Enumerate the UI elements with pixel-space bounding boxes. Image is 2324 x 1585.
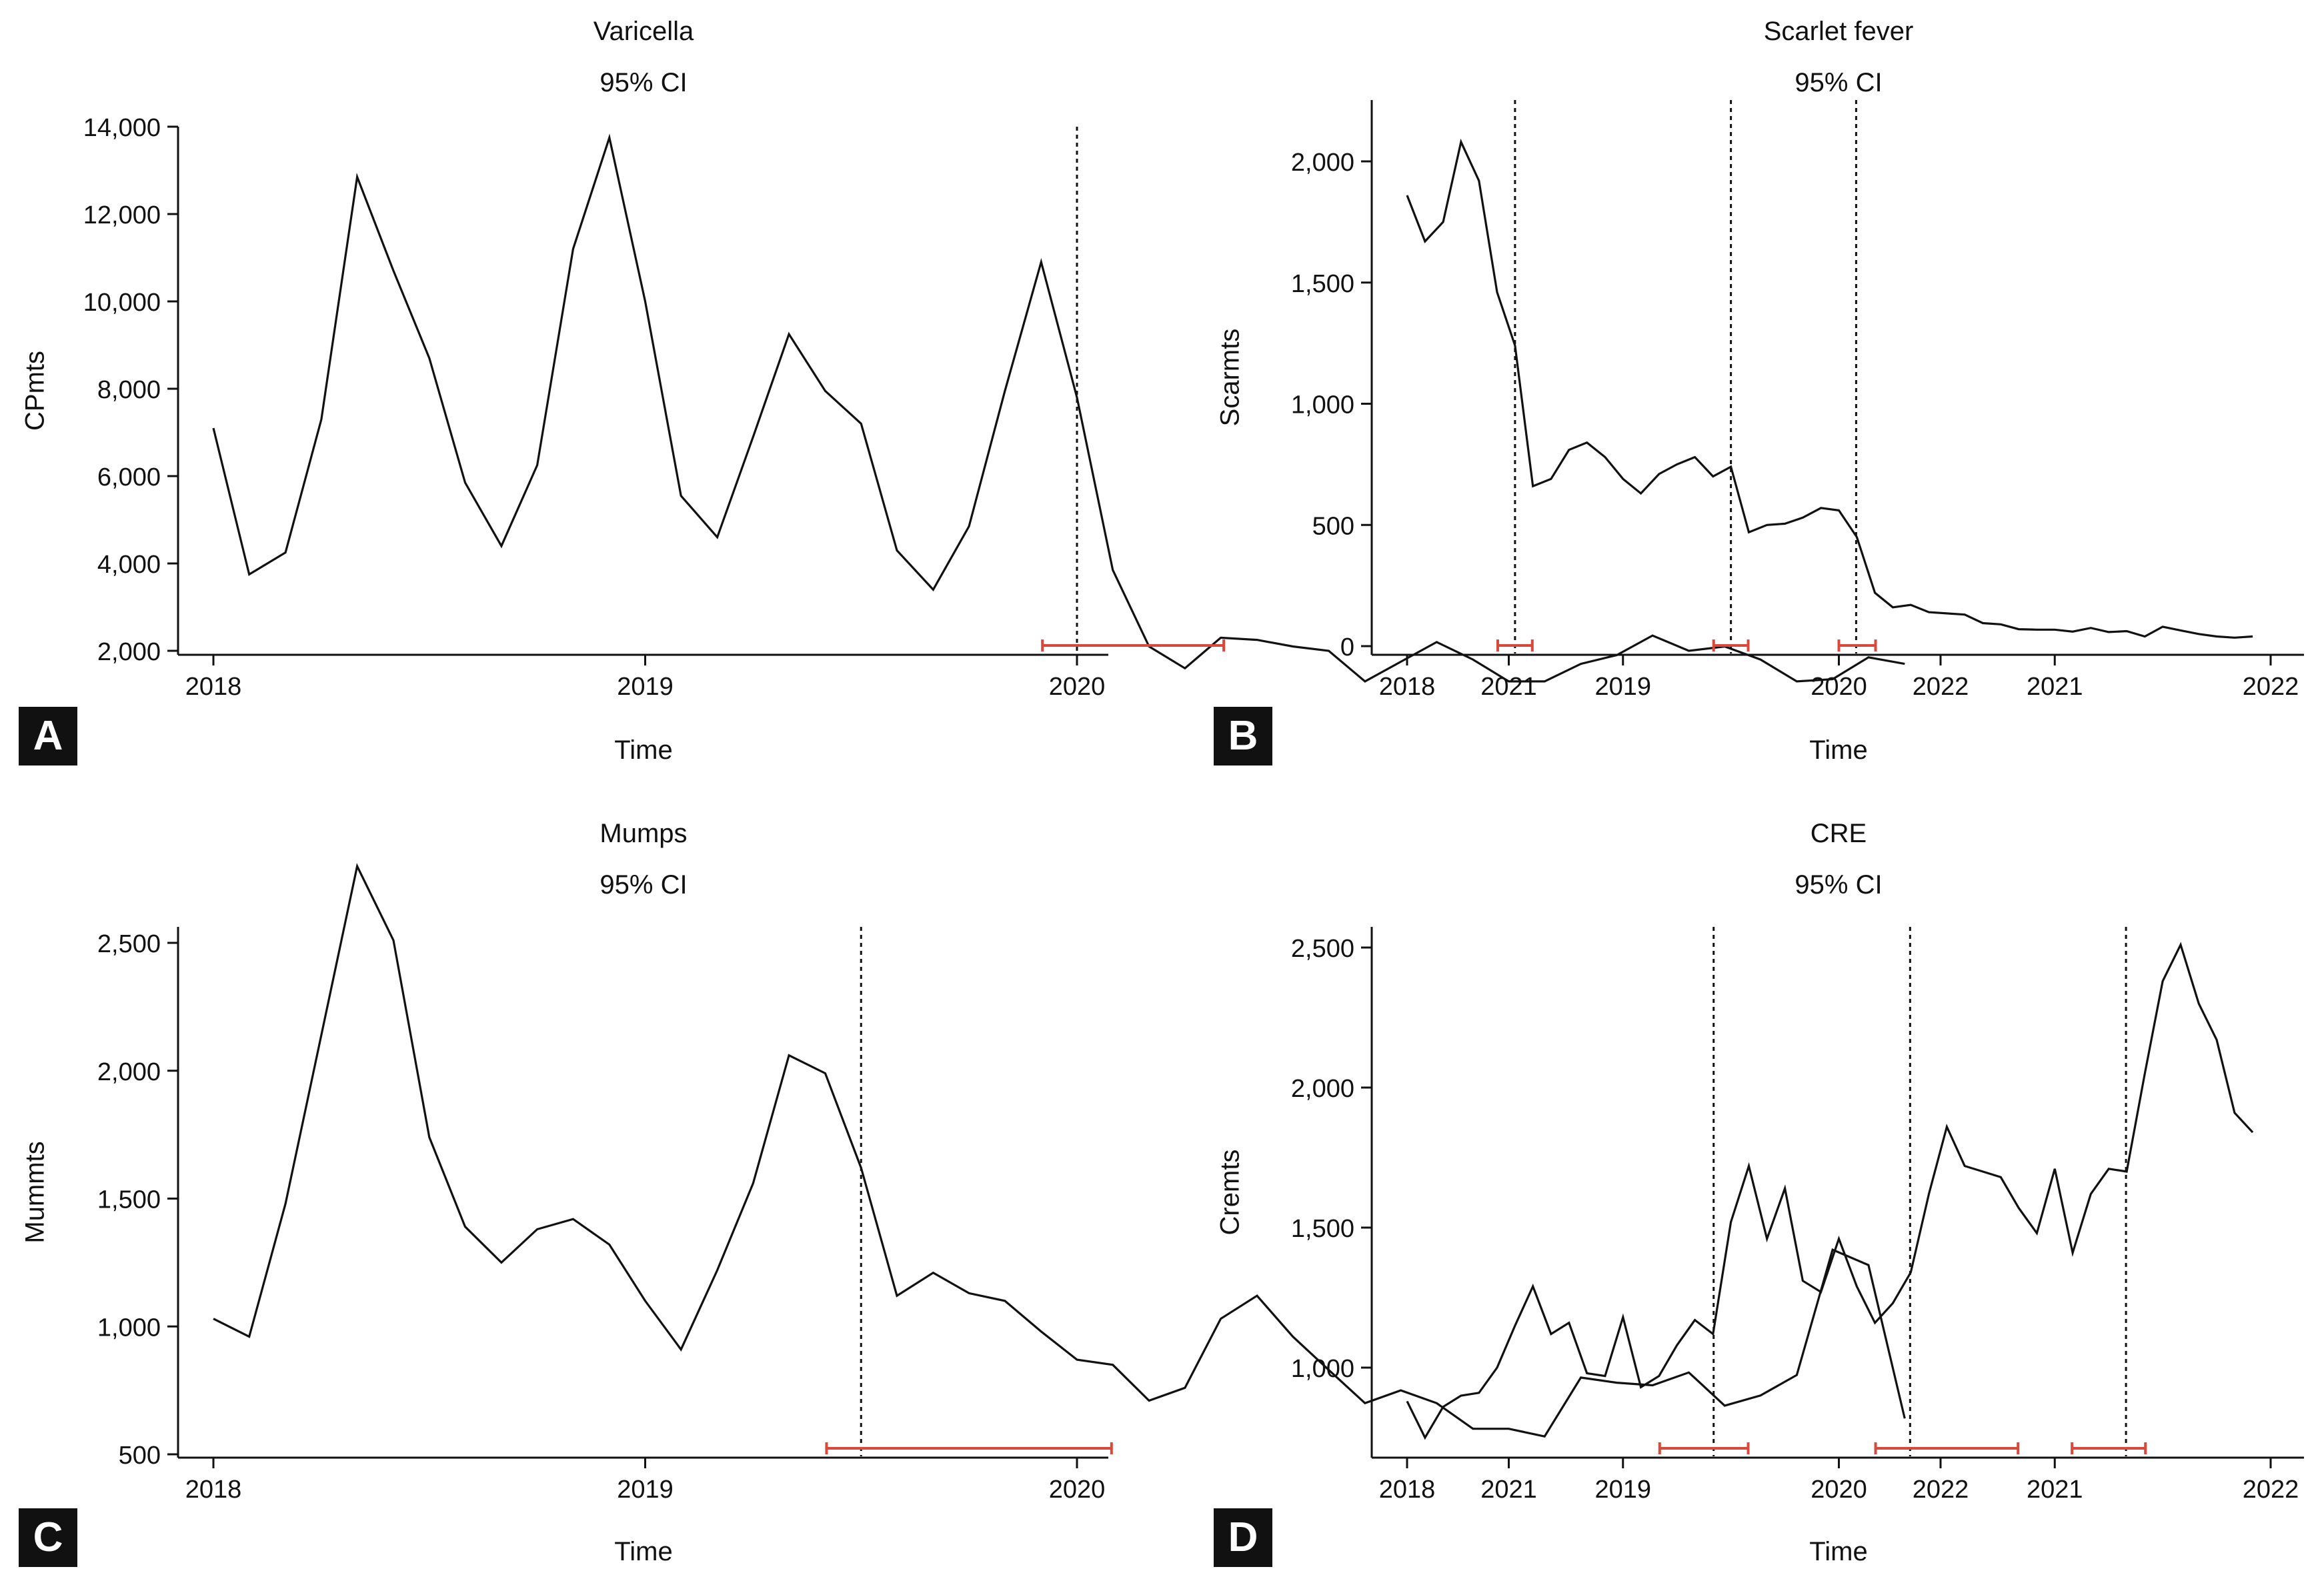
y-tick-label: 2,000: [97, 638, 161, 666]
x-tick-label: 2019: [1594, 1476, 1651, 1504]
ci-interval: [1874, 1442, 2020, 1454]
y-tick-label: 1,500: [1291, 270, 1354, 298]
x-tick-label: 2020: [1049, 673, 1106, 701]
series-line: [1406, 138, 2253, 639]
y-tick-label: 1,000: [1291, 391, 1354, 419]
ci-interval: [1041, 639, 1226, 651]
panel-d: CRE 95% CI 1,000 1,500 2,000 2,500 2018 2019 202…: [1214, 819, 2304, 1567]
chart-title: CRE: [1811, 819, 1867, 848]
y-tick-label: 2,000: [97, 1058, 161, 1086]
panel-label-box: [1214, 707, 1272, 765]
y-axis-label: Cremts: [1216, 1150, 1245, 1236]
x-tick-label: 2022: [1913, 1476, 1969, 1504]
panel-label-text: C: [33, 1514, 63, 1560]
y-tick-label: 1,000: [1291, 1355, 1354, 1383]
panel-label: D: [1214, 1508, 1272, 1567]
panel-label-text: B: [1228, 713, 1258, 759]
chart-subtitle: 95% CI: [1795, 870, 1882, 900]
x-tick-label: 2019: [617, 673, 674, 701]
y-tick-label: 2,500: [1291, 935, 1354, 963]
y-tick-label: 1,500: [97, 1186, 161, 1214]
y-tick-label: 0: [1340, 633, 1354, 661]
x-axis-label: Time: [614, 1537, 672, 1566]
x-tick-label: 2019: [1594, 673, 1651, 701]
panel-label-box: [1214, 1508, 1272, 1567]
y-tick-label: 10,000: [83, 289, 161, 317]
chart-subtitle: 95% CI: [1795, 68, 1882, 97]
chart-subtitle: 95% CI: [600, 870, 687, 900]
x-tick-label: 2018: [185, 673, 242, 701]
panel-label: B: [1214, 707, 1272, 765]
x-axis-label: Time: [1809, 735, 1867, 765]
series-line: [1406, 942, 2254, 1440]
chart-title: Scarlet fever: [1764, 17, 1914, 46]
series-line: [212, 133, 1905, 683]
x-tick-label: 2020: [1811, 1476, 1867, 1504]
panel-label-box: [19, 1508, 77, 1567]
x-tick-label: 2019: [617, 1476, 674, 1504]
ci-interval: [1658, 1442, 1750, 1454]
x-tick-label: 2022: [2243, 673, 2299, 701]
x-tick-label: 2021: [1480, 673, 1537, 701]
x-tick-label: 2018: [1379, 673, 1436, 701]
x-axis-label: Time: [614, 735, 672, 765]
y-axis-label: Mummts: [21, 1141, 50, 1243]
x-tick-label: 2021: [2027, 1476, 2083, 1504]
y-tick-label: 2,000: [1291, 1075, 1354, 1103]
ci-interval: [2071, 1442, 2147, 1454]
panel-a: Varicella 95% CI 2,000 4,000 6,000 8,000 10,00…: [19, 17, 1969, 765]
y-tick-label: 4,000: [97, 551, 161, 579]
y-tick-label: 14,000: [83, 114, 161, 142]
y-tick-label: 500: [119, 1442, 161, 1470]
chart-title: Mumps: [600, 819, 687, 848]
x-tick-label: 2020: [1811, 673, 1867, 701]
x-tick-label: 2022: [2243, 1476, 2299, 1504]
y-tick-label: 6,000: [97, 463, 161, 491]
panel-c: Mumps 95% CI 500 1,000 1,500 2,000 2,500 2018 20…: [19, 819, 1969, 1567]
ci-interval: [1837, 639, 1877, 651]
y-tick-label: 8,000: [97, 376, 161, 404]
panel-b: Scarlet fever 95% CI 0 500 1,000 1,500 2,000 20…: [1214, 17, 2304, 765]
y-axis-label: CPmts: [21, 351, 50, 431]
panel-label: C: [19, 1508, 77, 1567]
series-line: [213, 863, 1906, 1438]
y-tick-label: 12,000: [83, 201, 161, 229]
chart-subtitle: 95% CI: [600, 68, 687, 97]
x-tick-label: 2018: [1379, 1476, 1436, 1504]
panel-label-box: [19, 707, 77, 765]
panel-label-text: D: [1228, 1514, 1258, 1560]
y-tick-label: 2,000: [1291, 149, 1354, 177]
chart-title: Varicella: [594, 17, 694, 46]
x-tick-label: 2021: [1480, 1476, 1537, 1504]
panel-label-text: A: [33, 713, 63, 759]
panel-label: A: [19, 707, 77, 765]
y-tick-label: 2,500: [97, 930, 161, 958]
x-tick-label: 2021: [2027, 673, 2083, 701]
ci-interval: [1712, 639, 1750, 651]
ci-interval: [1496, 639, 1534, 651]
ci-interval: [825, 1442, 1113, 1454]
y-axis-label: Scarmts: [1216, 329, 1245, 427]
x-tick-label: 2018: [185, 1476, 242, 1504]
x-tick-label: 2022: [1913, 673, 1969, 701]
y-tick-label: 500: [1312, 512, 1354, 540]
y-tick-label: 1,000: [97, 1314, 161, 1342]
x-tick-label: 2020: [1049, 1476, 1106, 1504]
x-axis-label: Time: [1809, 1537, 1867, 1566]
y-tick-label: 1,500: [1291, 1215, 1354, 1243]
